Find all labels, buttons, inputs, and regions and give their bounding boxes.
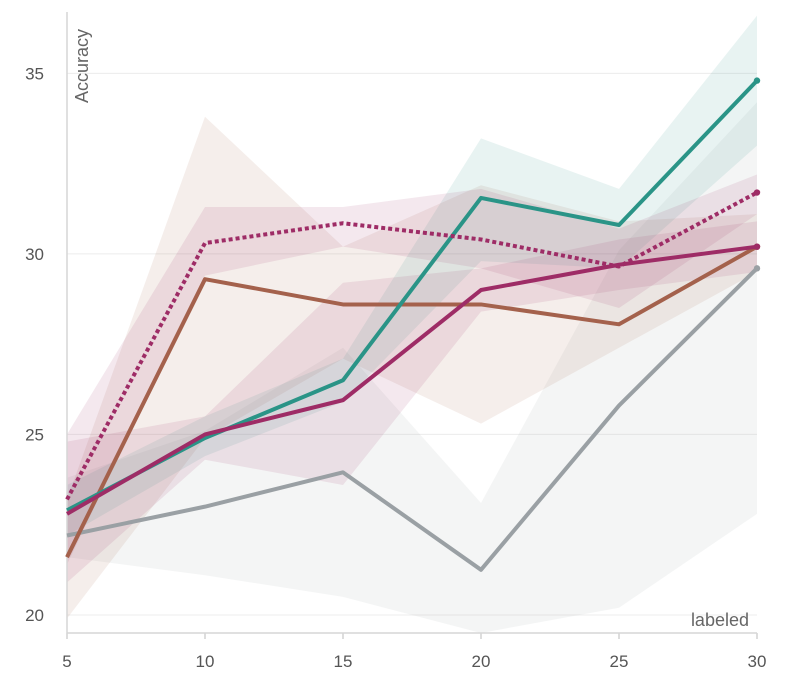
confidence-bands xyxy=(67,15,757,634)
grid xyxy=(67,72,757,616)
series-line-teal xyxy=(66,79,759,513)
series-line-brown xyxy=(65,244,758,559)
endpoint-magenta xyxy=(753,243,761,250)
band-teal xyxy=(67,15,757,536)
x-tick-label: 20 xyxy=(472,652,491,671)
endpoint-magenta-dotted xyxy=(753,189,761,196)
axes xyxy=(66,12,758,639)
band-gray xyxy=(67,102,757,634)
y-tick-label: 25 xyxy=(25,425,44,444)
series-line-gray xyxy=(66,266,759,572)
x-tick-label: 5 xyxy=(62,652,71,671)
series-lines xyxy=(65,77,761,572)
x-tick-label: 25 xyxy=(610,652,629,671)
series-line-magenta-dotted xyxy=(65,190,758,501)
y-axis-label: Accuracy xyxy=(72,29,92,103)
x-tick-label: 30 xyxy=(748,652,767,671)
y-tick-label: 20 xyxy=(25,606,44,625)
series-line-magenta xyxy=(66,244,758,516)
y-tick-label: 30 xyxy=(25,245,44,264)
tick-labels: 20 25 30 35 5 10 15 20 25 30 xyxy=(25,64,766,671)
y-tick-label: 35 xyxy=(25,64,44,83)
x-tick-label: 15 xyxy=(334,652,353,671)
x-tick-label: 10 xyxy=(196,652,215,671)
band-brown xyxy=(67,116,757,619)
endpoint-gray xyxy=(753,265,761,272)
endpoint-teal xyxy=(753,77,761,84)
x-axis-label: labeled xyxy=(691,610,749,630)
